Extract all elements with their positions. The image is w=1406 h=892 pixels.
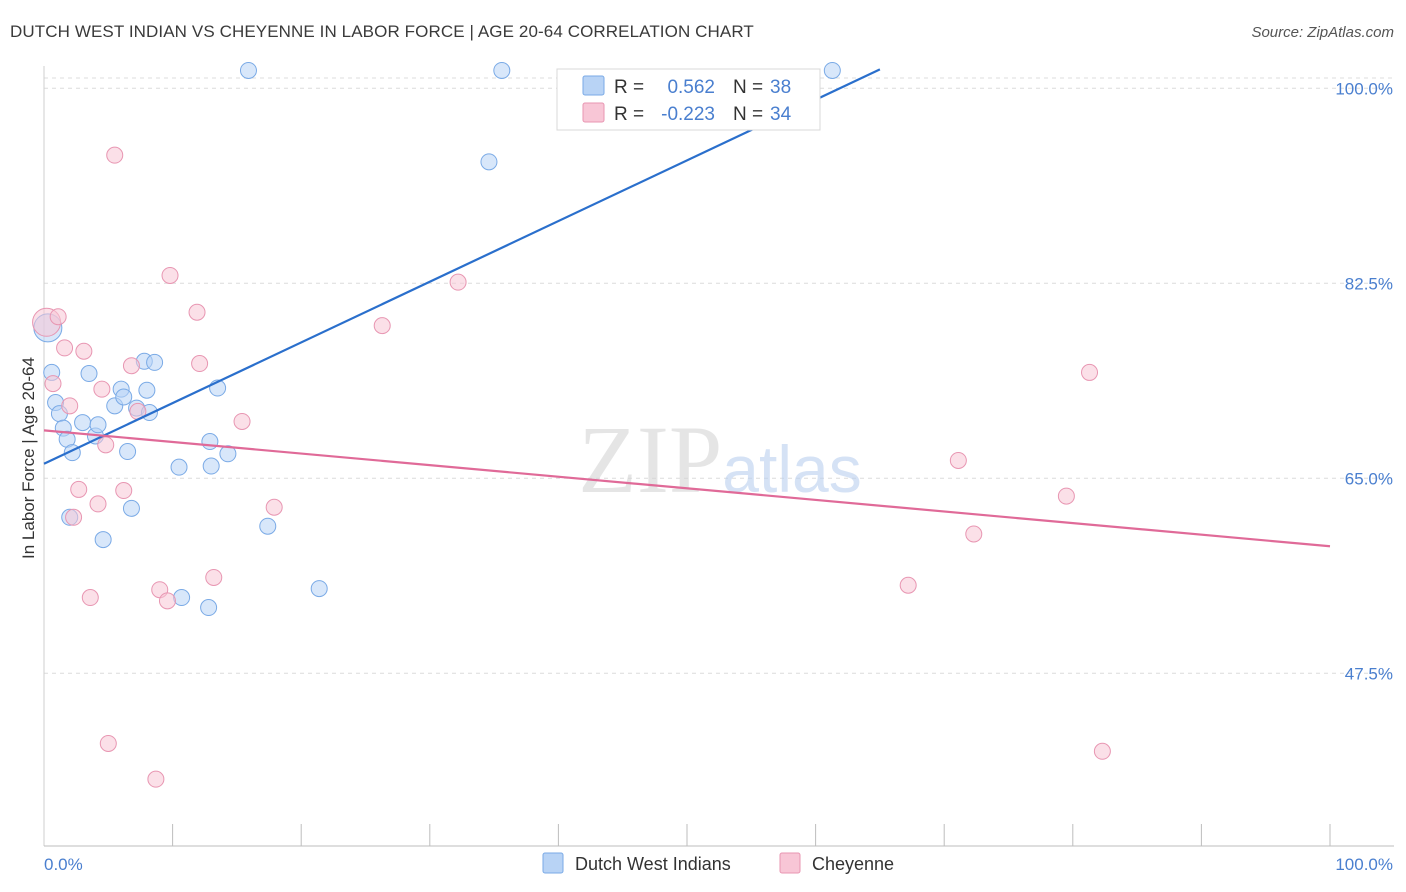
cheyenne-point bbox=[65, 508, 83, 526]
cheyenne-point bbox=[81, 589, 99, 607]
cheyenne-point bbox=[265, 498, 283, 516]
cheyenne-point bbox=[1081, 363, 1099, 381]
cheyenne-point bbox=[61, 397, 79, 415]
stats-n-label: N = bbox=[733, 77, 763, 98]
dutch-west-indian-point bbox=[80, 365, 98, 383]
cheyenne-point bbox=[115, 482, 133, 500]
legend-swatch bbox=[542, 852, 564, 874]
cheyenne-point bbox=[89, 495, 107, 513]
cheyenne-point bbox=[899, 576, 917, 594]
cheyenne-point bbox=[949, 451, 967, 469]
dutch-west-indian-point bbox=[823, 61, 841, 79]
y-tick-label: 82.5% bbox=[1345, 274, 1393, 293]
stats-n-label: N = bbox=[733, 104, 763, 125]
y-tick-label: 47.5% bbox=[1345, 664, 1393, 683]
cheyenne-point bbox=[161, 266, 179, 284]
cheyenne-point bbox=[75, 342, 93, 360]
dutch-west-indian-point bbox=[119, 443, 137, 461]
x-tick-label: 100.0% bbox=[1335, 855, 1393, 874]
cheyenne-point bbox=[233, 412, 251, 430]
series-legend: Dutch West Indians Cheyenne bbox=[542, 852, 894, 874]
cheyenne-point bbox=[99, 734, 117, 752]
dutch-west-indian-point bbox=[200, 599, 218, 617]
stats-n-value: 38 bbox=[770, 77, 791, 98]
source-credit: Source: ZipAtlas.com bbox=[1251, 24, 1394, 41]
cheyenne-point bbox=[93, 380, 111, 398]
cheyenne-point bbox=[122, 357, 140, 375]
y-tick-label: 65.0% bbox=[1345, 469, 1393, 488]
stats-legend: R = 0.562 N = 38 R = -0.223 N = 34 bbox=[556, 68, 821, 131]
y-tick-label: 100.0% bbox=[1335, 79, 1393, 98]
cheyenne-point bbox=[449, 273, 467, 291]
dutch-west-indian-point bbox=[219, 445, 237, 463]
cheyenne-point bbox=[70, 480, 88, 498]
dutch-west-indian-point bbox=[202, 457, 220, 475]
y-axis-label: In Labor Force | Age 20-64 bbox=[19, 357, 38, 559]
dutch-west-indian-point bbox=[74, 414, 92, 432]
dutch-west-indian-point bbox=[259, 517, 277, 535]
dutch-west-indian-point bbox=[493, 61, 511, 79]
stats-r-value: -0.223 bbox=[661, 104, 715, 125]
dutch-west-indian-point bbox=[122, 499, 140, 517]
dutch-west-indian-point bbox=[201, 433, 219, 451]
cheyenne-point bbox=[205, 568, 223, 586]
cheyenne-point bbox=[44, 375, 62, 393]
cheyenne-point bbox=[158, 592, 176, 610]
stats-n-value: 34 bbox=[770, 104, 792, 125]
dutch-west-indian-point bbox=[138, 381, 156, 399]
cheyenne-point bbox=[56, 339, 74, 357]
dutch-west-indian-point bbox=[115, 388, 133, 406]
dutch-west-indian-point bbox=[170, 458, 188, 476]
legend-label: Cheyenne bbox=[812, 854, 894, 874]
chart-title: DUTCH WEST INDIAN VS CHEYENNE IN LABOR F… bbox=[10, 22, 754, 41]
dutch-west-indian-point bbox=[89, 416, 107, 434]
legend-swatch bbox=[779, 852, 801, 874]
cheyenne-point bbox=[106, 146, 124, 164]
watermark: ZIPatlas bbox=[578, 406, 861, 513]
cheyenne-point bbox=[965, 525, 983, 543]
cheyenne-point bbox=[147, 770, 165, 788]
stats-r-value: 0.562 bbox=[667, 77, 715, 98]
cheyenne-point bbox=[49, 308, 67, 326]
cheyenne-point bbox=[97, 436, 115, 454]
dutch-west-indian-point bbox=[94, 531, 112, 549]
dutch-west-indian-point bbox=[480, 153, 498, 171]
stats-swatch bbox=[582, 75, 605, 96]
dutch-west-indian-point bbox=[239, 61, 257, 79]
dutch-west-indian-point bbox=[310, 580, 328, 598]
cheyenne-point bbox=[373, 317, 391, 335]
cheyenne-point bbox=[1057, 487, 1075, 505]
stats-r-label: R = bbox=[614, 104, 644, 125]
cheyenne-trendline bbox=[43, 429, 1331, 548]
stats-swatch bbox=[582, 102, 605, 123]
dutch-west-indian-trendline bbox=[43, 68, 881, 465]
legend-label: Dutch West Indians bbox=[575, 854, 731, 874]
x-tick-label: 0.0% bbox=[44, 855, 83, 874]
cheyenne-point bbox=[188, 303, 206, 321]
cheyenne-point bbox=[1093, 742, 1111, 760]
dutch-west-indian-point bbox=[173, 589, 191, 607]
dutch-west-indian-point bbox=[146, 353, 164, 371]
cheyenne-point bbox=[191, 355, 209, 373]
stats-r-label: R = bbox=[614, 77, 644, 98]
